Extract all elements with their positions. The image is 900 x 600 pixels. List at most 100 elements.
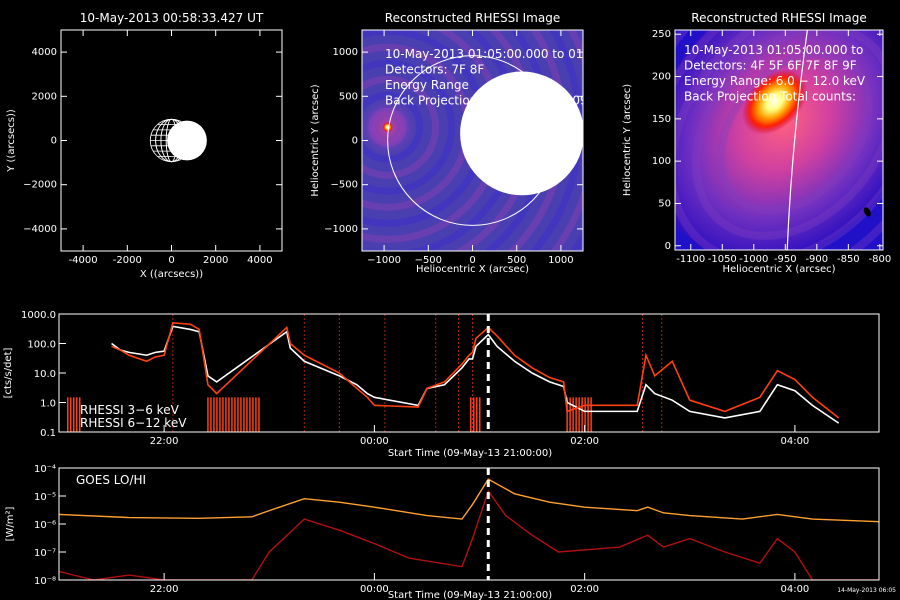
goes-y-tick-label-3: 10⁻⁷ (34, 548, 56, 559)
goes-y-tick-label-4: 10⁻⁸ (34, 576, 56, 587)
full-disk-title: 10-May-2013 00:58:33.427 UT (80, 11, 264, 25)
rhessi-zoom-y-tick-label-5: 0 (665, 241, 671, 252)
rhessi-wide-x-tick-label-0: −1000 (367, 255, 401, 266)
full-disk-y-tick-label-2: 0 (51, 136, 57, 147)
annotation-line-2: Energy Range: 6.0 − 12.0 keV (684, 74, 866, 88)
annotation-line-1: Detectors: 7F 8F (385, 63, 484, 77)
rhessi-wide-title: Reconstructed RHESSI Image (385, 11, 560, 25)
rhessi-zoom-annotation: 10-May-2013 01:05:00.000 to Detectors: 4F… (684, 43, 866, 104)
rhessi-zoom-x-tick-label-4: -900 (805, 254, 828, 265)
rhessi-zoom-x-tick-label-6: -800 (868, 254, 891, 265)
full-disk-ylabel: Y ((arcsecs)) (6, 109, 17, 173)
full-disk-y-tick-label-0: 4000 (32, 47, 57, 58)
annotation-line-3: Back Projection Total counts: (684, 90, 856, 104)
full-disk-y-tick-label-1: 2000 (32, 91, 57, 102)
annotation-line-2: Energy Range (385, 78, 469, 92)
rhessi-zoom-y-tick-label-2: 150 (652, 114, 671, 125)
rhessi-zoom-y-tick-label-1: 200 (652, 72, 671, 83)
x-ray-source (742, 69, 808, 135)
series-goes-hi (59, 489, 879, 580)
rhessi-x-tick-label-2: 02:00 (570, 436, 599, 447)
full-disk-x-tick-label-3: 2000 (203, 255, 228, 266)
panel-rhessi-zoom: 10-May-2013 01:05:00.000 to Detectors: 4F… (622, 11, 891, 275)
rhessi-zoom-x-tick-label-1: -1050 (708, 254, 737, 265)
goes-x-tick-label-2: 02:00 (570, 584, 599, 595)
annotation-line-0: 10-May-2013 01:05:00.000 to 01:06:00 (385, 47, 622, 61)
rhessi-wide-x-tick-label-1: −500 (415, 255, 442, 266)
occulter-disk (460, 71, 583, 196)
goes-ylabel: [W/m²] (5, 506, 16, 541)
panel-rhessi-lightcurve: 1000.0 100.0 10.0 1.0 0.1 22:00 00:00 02:00 04:0… (3, 310, 880, 459)
rhessi-zoom-frame (674, 29, 884, 251)
dark-spot (863, 207, 871, 217)
annotation-line-1: Detectors: 4F 5F 6F 7F 8F 9F (684, 59, 857, 73)
annotation-line-0: 10-May-2013 01:05:00.000 to (684, 43, 863, 57)
rhessi-x-tick-label-0: 22:00 (150, 436, 179, 447)
ring-pattern (362, 91, 424, 163)
rhessi-xlabel: Start Time (09-May-13 21:00:00) (388, 448, 552, 459)
legend-3-6-kev: RHESSI 3−6 keV (80, 403, 180, 417)
rhessi-wide-x-tick-label-4: 1000 (548, 255, 573, 266)
rhessi-y-tick-label-4: 0.1 (40, 428, 56, 439)
ring-pattern (675, 30, 883, 250)
rhessi-zoom-image: 10-May-2013 01:05:00.000 to Detectors: 4F… (675, 30, 883, 250)
goes-x-tick-label-0: 22:00 (150, 584, 179, 595)
x-ray-source (382, 122, 393, 133)
rhessi-wide-image: 10-May-2013 01:05:00.000 to 01:06:00 Dete… (362, 30, 622, 251)
annotation-line-3: Back Projection Total counts: 2.09E+0 (385, 94, 613, 108)
ring-pattern (362, 59, 456, 195)
rhessi-zoom-ylabel: Heliocentric Y (arcsec) (622, 84, 633, 196)
goes-y-tick-label-0: 10⁻⁴ (34, 464, 56, 475)
goes-y-tick-label-2: 10⁻⁶ (34, 520, 56, 531)
rhessi-wide-x-tick-label-2: 0 (469, 255, 475, 266)
ring-pattern (692, 30, 883, 240)
legend-6-12-kev: RHESSI 6−12 keV (80, 416, 187, 430)
rhessi-y-tick-label-3: 1.0 (40, 399, 56, 410)
rhessi-x-tick-label-3: 04:00 (780, 436, 809, 447)
goes-xlabel: Start Time (09-May-13 21:00:00) (388, 590, 552, 600)
ring-pattern (716, 49, 873, 215)
footer-timestamp: 14-May-2013 06:05 (837, 587, 896, 594)
ring-pattern (675, 30, 883, 250)
rhessi-lightcurve-plot (67, 314, 840, 432)
rhessi-zoom-xlabel: Heliocentric X (arcsec) (722, 264, 835, 275)
full-disk-xlabel: X ((arcsecs)) (140, 269, 203, 280)
rhessi-wide-y-tick-label-2: 0 (352, 136, 358, 147)
full-disk-x-tick-label-1: -2000 (113, 255, 142, 266)
goes-x-tick-label-3: 04:00 (780, 584, 809, 595)
rhessi-zoom-y-tick-label-0: 250 (652, 29, 671, 40)
goes-legend-label: GOES LO/HI (76, 473, 146, 487)
rhessi-zoom-title: Reconstructed RHESSI Image (691, 11, 866, 25)
rhessi-zoom-y-tick-label-4: 50 (658, 198, 671, 209)
solar-limb (786, 30, 808, 250)
rhessi-wide-y-tick-label-1: 500 (339, 91, 358, 102)
full-disk-y-tick-label-4: −4000 (23, 224, 57, 235)
rhessi-zoom-x-tick-label-3: -950 (774, 254, 797, 265)
rhessi-zoom-x-tick-label-0: -1100 (676, 254, 705, 265)
rhessi-ylabel: [cts/s/det] (3, 348, 14, 399)
rhessi-y-tick-label-1: 100.0 (27, 340, 56, 351)
series-6-12-kev (111, 322, 840, 419)
goes-x-tick-label-1: 00:00 (360, 584, 389, 595)
rhessi-wide-y-tick-label-3: −500 (331, 180, 358, 191)
goes-y-tick-label-1: 10⁻⁵ (34, 492, 56, 503)
series-goes-lo (59, 478, 879, 523)
full-disk-x-tick-label-2: 0 (168, 255, 174, 266)
rhessi-wide-annotation: 10-May-2013 01:05:00.000 to 01:06:00 Dete… (385, 47, 622, 108)
rhessi-wide-ylabel: Heliocentric Y (arcsec) (310, 84, 321, 196)
panel-goes-lightcurve: 10⁻⁴ 10⁻⁵ 10⁻⁶ 10⁻⁷ 10⁻⁸ 22:00 00:00 02:00 04:00… (5, 464, 896, 600)
rhessi-y-tick-label-0: 1000.0 (21, 310, 56, 321)
rhessi-x-tick-label-1: 00:00 (360, 436, 389, 447)
rhessi-zoom-y-tick-label-3: 100 (652, 156, 671, 167)
full-disk-x-tick-label-4: 4000 (247, 255, 272, 266)
rhessi-y-tick-label-2: 10.0 (34, 369, 56, 380)
full-disk-x-tick-label-0: -4000 (69, 255, 98, 266)
rhessi-wide-xlabel: Heliocentric X (arcsec) (416, 264, 529, 275)
rhessi-wide-y-tick-label-0: 1000 (333, 47, 358, 58)
full-disk-y-tick-label-3: −2000 (23, 180, 57, 191)
rhessi-wide-x-tick-label-3: 500 (507, 255, 526, 266)
series-3-6-kev (111, 325, 840, 424)
panel-full-disk: -4000 -2000 0 2000 4000 4000 2000 0 −2000 −4000 10… (6, 11, 283, 280)
goes-lightcurve-frame (58, 467, 880, 581)
